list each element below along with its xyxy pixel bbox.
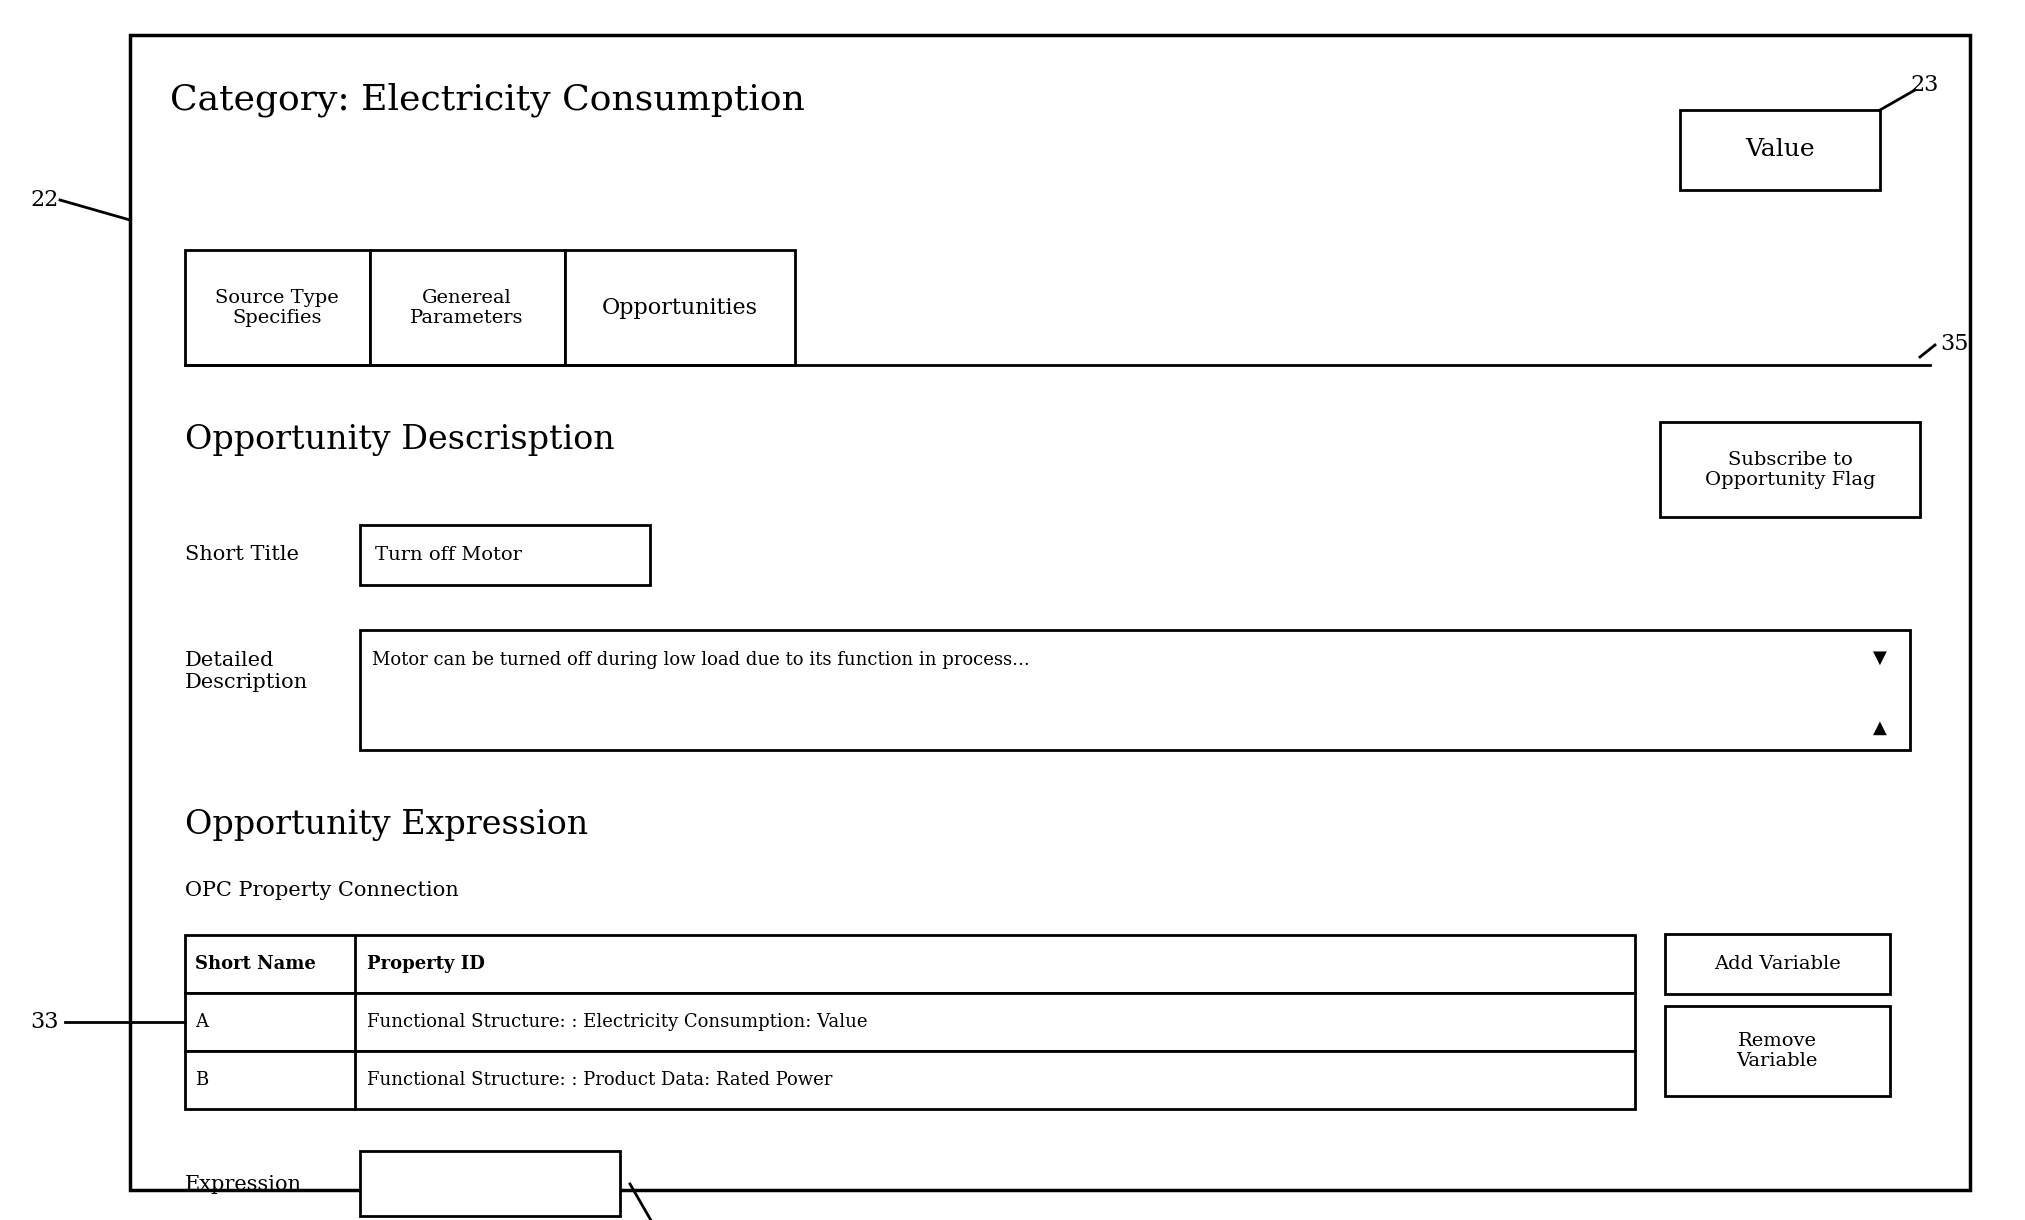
Text: 22: 22: [30, 189, 59, 211]
Bar: [184, 935, 1634, 993]
Bar: [360, 1150, 620, 1216]
Text: Short Title: Short Title: [184, 545, 300, 565]
Text: Remove
Variable: Remove Variable: [1735, 1032, 1818, 1070]
Text: Property ID: Property ID: [367, 955, 484, 974]
Text: Opportunity Expression: Opportunity Expression: [184, 809, 587, 841]
Text: 33: 33: [30, 1011, 59, 1033]
Text: Turn off Motor: Turn off Motor: [375, 547, 522, 564]
Text: 35: 35: [1940, 333, 1968, 355]
Bar: [1681, 110, 1879, 190]
Bar: [371, 250, 565, 365]
Bar: [360, 630, 1910, 750]
Text: ▲: ▲: [1873, 719, 1887, 737]
Text: ▼: ▼: [1873, 649, 1887, 667]
Text: Detailed
Description: Detailed Description: [184, 651, 308, 693]
Text: Subscribe to
Opportunity Flag: Subscribe to Opportunity Flag: [1705, 450, 1875, 489]
Text: B: B: [194, 1071, 209, 1089]
Bar: [565, 250, 796, 365]
Text: Expression: Expression: [184, 1175, 302, 1193]
Text: 23: 23: [1910, 74, 1938, 96]
Text: Opportunity Descrisption: Opportunity Descrisption: [184, 425, 616, 456]
Bar: [1660, 422, 1920, 517]
Text: Add Variable: Add Variable: [1713, 955, 1841, 974]
Bar: [1665, 1006, 1889, 1096]
Bar: [360, 525, 650, 586]
Text: Source Type
Specifies: Source Type Specifies: [215, 289, 338, 327]
Text: Motor can be turned off during low load due to its function in process...: Motor can be turned off during low load …: [373, 651, 1031, 669]
Bar: [184, 993, 1634, 1050]
Text: Value: Value: [1746, 139, 1814, 161]
Text: Opportunities: Opportunities: [601, 296, 757, 318]
Bar: [184, 1050, 1634, 1109]
Text: OPC Property Connection: OPC Property Connection: [184, 881, 460, 899]
Text: Functional Structure: : Electricity Consumption: Value: Functional Structure: : Electricity Cons…: [367, 1013, 867, 1031]
Text: Functional Structure: : Product Data: Rated Power: Functional Structure: : Product Data: Ra…: [367, 1071, 832, 1089]
Text: A: A: [194, 1013, 209, 1031]
Text: Short Name: Short Name: [194, 955, 316, 974]
Bar: [184, 250, 371, 365]
Text: Category: Electricity Consumption: Category: Electricity Consumption: [170, 83, 804, 117]
Bar: [1665, 935, 1889, 994]
Text: Genereal
Parameters: Genereal Parameters: [411, 289, 524, 327]
